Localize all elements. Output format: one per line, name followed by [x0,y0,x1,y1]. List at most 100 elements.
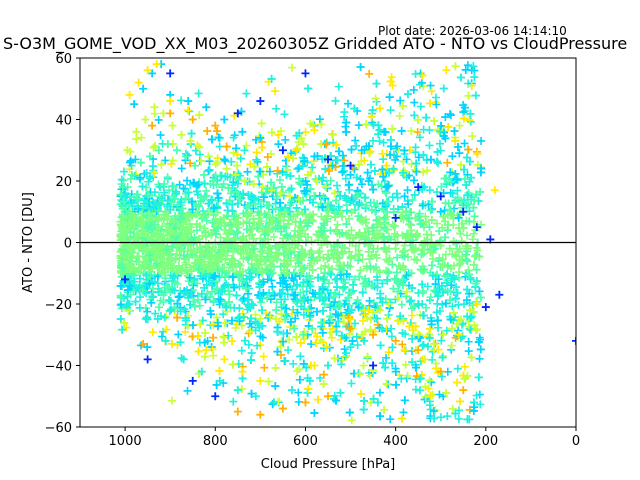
scatter-points [116,60,576,425]
scatter-point [456,73,465,82]
scatter-point [387,332,396,341]
scatter-point [318,296,327,305]
scatter-point [429,407,438,416]
scatter-point [253,341,262,350]
scatter-point [419,151,428,160]
scatter-point [448,250,457,259]
scatter-point [463,312,472,321]
scatter-point [201,328,210,337]
scatter-point [142,271,151,280]
scatter-point [165,283,174,292]
scatter-point [313,332,322,341]
scatter-point [432,100,441,109]
scatter-point [319,173,328,182]
scatter-point [362,264,371,273]
scatter-point [379,359,388,368]
scatter-point [434,159,443,168]
scatter-point [472,251,481,260]
scatter-point [346,343,355,352]
scatter-point [356,175,365,184]
scatter-point [462,256,471,265]
scatter-point [380,405,389,414]
scatter-point [332,283,341,292]
scatter-point [419,249,428,258]
scatter-point [365,255,374,264]
scatter-point [359,405,368,414]
scatter-point [242,89,251,98]
scatter-point [446,205,455,214]
scatter-point [469,62,478,71]
scatter-point [284,346,293,355]
scatter-point [469,260,478,269]
scatter-point [272,298,281,307]
scatter-point [345,301,354,310]
scatter-point [205,165,214,174]
scatter-point [434,126,443,135]
scatter-point [355,370,364,379]
scatter-point [175,180,184,189]
scatter-point [362,218,371,227]
scatter-point [374,121,383,130]
scatter-point [412,167,421,176]
scatter-point [434,275,443,284]
scatter-point [472,243,481,252]
scatter-point [379,172,388,181]
scatter-point [188,205,197,214]
scatter-point [195,111,204,120]
scatter-point [446,110,455,119]
scatter-point [423,282,432,291]
scatter-point [264,377,273,386]
scatter-point [119,176,128,185]
scatter-point [403,371,412,380]
scatter-point [229,397,238,406]
scatter-point [451,294,460,303]
scatter-point [426,206,435,215]
scatter-point [357,180,366,189]
scatter-point [476,400,485,409]
scatter-point [160,243,169,252]
scatter-point [311,339,320,348]
scatter-point [126,158,135,167]
scatter-point [334,147,343,156]
scatter-point [301,128,310,137]
scatter-point [250,162,259,171]
scatter-point [187,129,196,138]
scatter-point [425,376,434,385]
scatter-point [365,296,374,305]
scatter-point [143,343,152,352]
scatter-point [193,187,202,196]
scatter-point [408,334,417,343]
scatter-point [175,254,184,263]
scatter-point [397,126,406,135]
scatter-point [384,348,393,357]
scatter-point [211,251,220,260]
scatter-point [160,313,169,322]
scatter-point [174,293,183,302]
scatter-point [341,278,350,287]
scatter-point [221,156,230,165]
scatter-point [454,300,463,309]
scatter-point [209,320,218,329]
scatter-point [421,303,430,312]
scatter-point [273,166,282,175]
scatter-point [326,176,335,185]
scatter-point [354,212,363,221]
scatter-point [306,185,315,194]
scatter-point [201,295,210,304]
scatter-point [386,142,395,151]
scatter-point [293,231,302,240]
scatter-point [310,126,319,135]
scatter-point [367,112,376,121]
scatter-point [301,177,310,186]
scatter-point [148,328,157,337]
scatter-point [335,265,344,274]
scatter-point [353,341,362,349]
plot-date: Plot date: 2026-03-06 14:14:10 [378,24,567,38]
scatter-point [292,280,301,289]
scatter-point [334,202,343,211]
scatter-point [184,277,193,286]
scatter-point [251,317,260,326]
scatter-point [219,214,228,223]
scatter-point [164,227,173,236]
scatter-point [475,333,484,342]
